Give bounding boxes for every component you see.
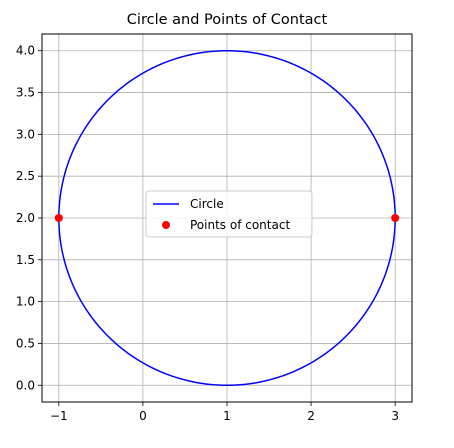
- x-tick-label: 1: [223, 409, 231, 423]
- legend-label: Points of contact: [190, 218, 290, 232]
- y-tick-label: 4.0: [16, 44, 35, 58]
- y-tick-label: 2.0: [16, 211, 35, 225]
- x-tick-label: −1: [50, 409, 68, 423]
- axis-ticks: −1 0 1 2 3 0.0 0.5 1.0 1.5 2.0 2.5 3.0 3.5 4.0: [16, 44, 399, 423]
- legend-marker-swatch: [162, 221, 170, 229]
- legend: Circle Points of contact: [145, 190, 313, 238]
- y-tick-label: 1.0: [16, 295, 35, 309]
- x-tick-label: 3: [391, 409, 399, 423]
- y-tick-label: 0.0: [16, 378, 35, 392]
- legend-label: Circle: [190, 197, 224, 211]
- x-tick-label: 2: [307, 409, 315, 423]
- contact-point-marker: [54, 214, 63, 222]
- y-tick-label: 0.5: [16, 336, 35, 350]
- y-tick-label: 3.5: [16, 86, 35, 100]
- plot-series: [54, 49, 400, 387]
- y-tick-label: 2.5: [16, 169, 35, 183]
- contact-point-marker: [391, 214, 400, 222]
- x-tick-label: 0: [139, 409, 147, 423]
- y-tick-label: 3.0: [16, 127, 35, 141]
- legend-box: [145, 190, 313, 238]
- y-tick-label: 1.5: [16, 253, 35, 267]
- chart-title: Circle and Points of Contact: [127, 12, 328, 28]
